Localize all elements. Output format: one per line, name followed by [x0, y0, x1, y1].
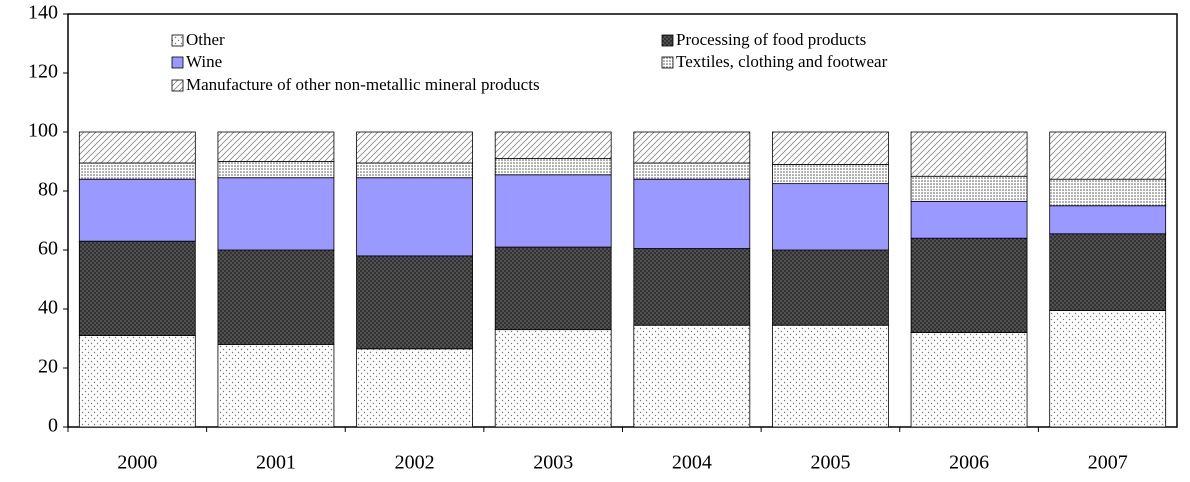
- bar-segment: [910, 237, 1028, 333]
- bar-segment: [356, 177, 473, 257]
- bar-segment: [772, 183, 889, 251]
- y-tick-label: 20: [38, 356, 58, 378]
- bar-segment: [78, 335, 196, 428]
- x-tick-label: 2004: [672, 452, 712, 474]
- y-tick-label: 120: [28, 61, 58, 83]
- bar-segment: [78, 178, 196, 242]
- x-tick-label: 2003: [533, 452, 573, 474]
- bar-segment: [217, 161, 335, 179]
- y-tick-label: 60: [38, 238, 58, 260]
- bar-segment: [1049, 205, 1167, 235]
- bar-segment: [494, 246, 612, 331]
- bar-segment: [356, 131, 473, 164]
- bar-segment: [772, 164, 889, 185]
- bar-segment: [772, 131, 889, 165]
- x-tick-label: 2005: [810, 452, 850, 474]
- bar-segment: [356, 162, 473, 179]
- y-tick-label: 0: [48, 415, 58, 437]
- bar-segment: [910, 200, 1028, 239]
- bar-segment: [494, 131, 612, 159]
- bar-segment: [633, 178, 751, 249]
- legend-swatch: [171, 34, 184, 47]
- y-tick-label: 40: [38, 297, 58, 319]
- bar-segment: [356, 348, 473, 428]
- legend-swatch: [171, 79, 184, 92]
- legend-swatch: [661, 34, 674, 47]
- bar-segment: [217, 177, 335, 251]
- bar-segment: [494, 174, 612, 248]
- bar-segment: [910, 175, 1028, 202]
- bar-segment: [772, 249, 889, 326]
- bar-segment: [910, 131, 1028, 177]
- bar-segment: [1049, 233, 1167, 311]
- bar-segment: [78, 131, 196, 164]
- legend-label: Textiles, clothing and footwear: [676, 52, 888, 71]
- bar-segment: [633, 162, 751, 180]
- bar-segment: [78, 240, 196, 336]
- bar-segment: [494, 158, 612, 176]
- bar-segment: [1049, 178, 1167, 207]
- bar-segment: [494, 329, 612, 428]
- legend-swatch: [661, 56, 674, 69]
- bar-segment: [633, 248, 751, 326]
- bar-segment: [78, 162, 196, 180]
- bar-segment: [217, 249, 335, 345]
- bar-segment: [910, 332, 1028, 428]
- x-tick-label: 2001: [256, 452, 296, 474]
- legend-label: Other: [186, 30, 225, 49]
- legend-label: Manufacture of other non-metallic minera…: [186, 75, 540, 94]
- bar-segment: [1049, 310, 1167, 428]
- bar-segment: [356, 255, 473, 350]
- x-tick-label: 2007: [1088, 452, 1128, 474]
- x-tick-label: 2002: [395, 452, 435, 474]
- bar-segment: [633, 131, 751, 164]
- bar-segment: [1049, 131, 1167, 180]
- x-tick-label: 2000: [117, 452, 157, 474]
- bar-segment: [217, 343, 335, 428]
- legend-label: Processing of food products: [676, 30, 866, 49]
- legend-swatch: [171, 56, 184, 69]
- bar-segment: [772, 324, 889, 428]
- y-tick-label: 140: [28, 2, 58, 24]
- y-tick-label: 100: [28, 120, 58, 142]
- x-tick-label: 2006: [949, 452, 989, 474]
- bar-segment: [633, 324, 751, 428]
- y-tick-label: 80: [38, 179, 58, 201]
- bar-segment: [217, 131, 335, 162]
- legend-label: Wine: [186, 52, 222, 71]
